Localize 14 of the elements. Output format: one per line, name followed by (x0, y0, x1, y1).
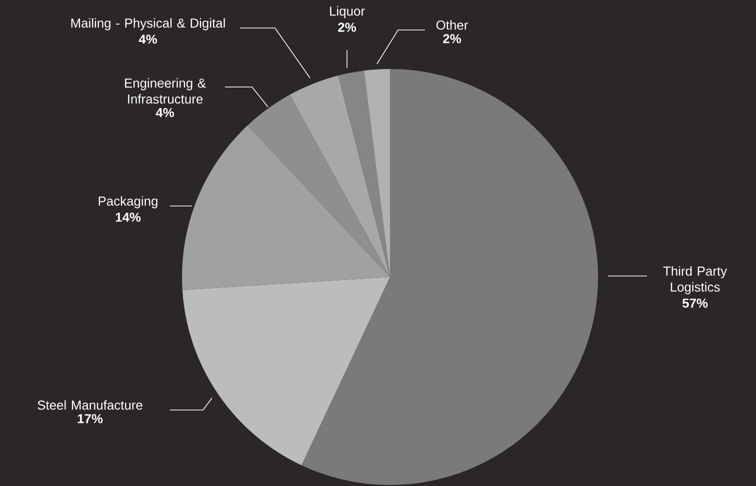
slice-label: Packaging (98, 196, 158, 208)
data-label: 2% (443, 34, 462, 44)
slice-label: Mailing - Physical & Digital (71, 18, 225, 30)
data-label: 4% (138, 34, 158, 44)
data-label: 4% (156, 108, 174, 118)
slice-label: Engineering & Infrastructure (125, 78, 206, 104)
slice-label: Third Party Logistics (663, 266, 728, 294)
slice-label: Steel Manufacture (38, 400, 142, 410)
data-label: 57% (682, 298, 708, 308)
data-label: 14% (116, 212, 141, 222)
slice-label: Liquor (330, 6, 365, 18)
slice-label: Other (436, 20, 468, 30)
data-label: 17% (78, 414, 103, 424)
data-label: 2% (338, 22, 356, 32)
